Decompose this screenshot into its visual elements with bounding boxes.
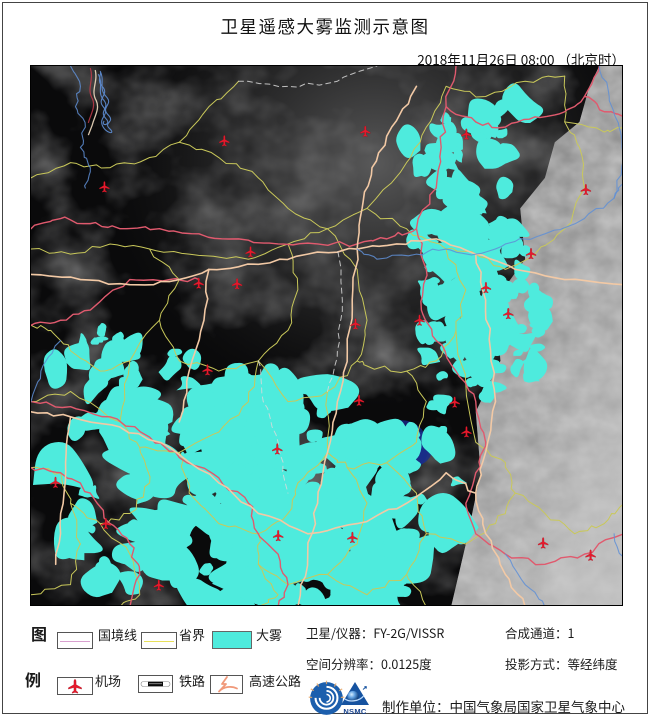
svg-text:NSMC: NSMC	[343, 707, 367, 716]
